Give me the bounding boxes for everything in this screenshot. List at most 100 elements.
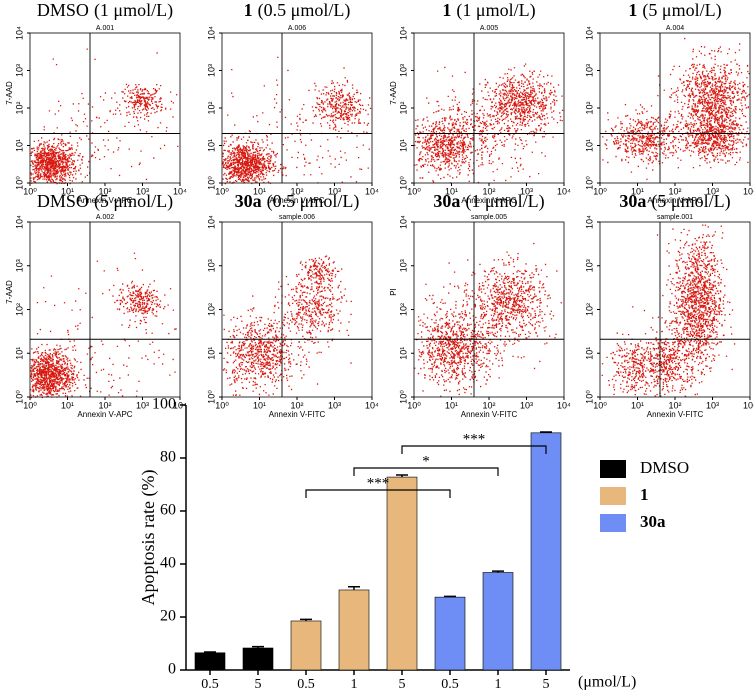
y-tick-label: 10⁰ [398, 176, 408, 190]
panel-compound: 30a [619, 191, 646, 211]
y-tick-label: 10⁰ [584, 176, 594, 190]
x-tick-label: 10⁴ [557, 400, 571, 410]
y-tick-label: 10⁴ [398, 215, 408, 229]
x-tick-label: 10⁰ [215, 400, 229, 410]
legend-label: DMSO [640, 458, 689, 477]
legend-swatch [600, 460, 626, 478]
legend-swatch [600, 514, 626, 532]
x-tick-label: 10² [668, 186, 681, 196]
error-bar [204, 651, 216, 653]
x-tick-label: 10⁴ [743, 186, 754, 196]
y-tick-label: 10³ [398, 64, 408, 77]
sample-id: A.004 [666, 25, 684, 32]
x-tick-label: 10² [668, 400, 681, 410]
y-tick-label: 10² [206, 101, 216, 114]
x-tick-label: 10⁴ [557, 186, 571, 196]
y-tick-label: 10³ [584, 64, 594, 77]
y-tick-label: 60 [160, 502, 176, 519]
x-axis-label: Annexin V-APC [647, 196, 702, 205]
x-tick-label: 10⁰ [407, 400, 421, 410]
error-bar [444, 595, 456, 598]
y-tick-label: 10¹ [206, 139, 216, 152]
dot-cloud [414, 63, 564, 184]
sample-id: sample.006 [279, 214, 315, 221]
bar [290, 620, 322, 671]
x-tick-label: 10⁰ [593, 400, 607, 410]
sample-id: sample.001 [657, 214, 693, 221]
x-axis-label: Annexin V-APC [269, 196, 324, 205]
y-tick-label: 10¹ [398, 347, 408, 360]
bar [194, 652, 226, 671]
x-tick-label: 5 [255, 677, 262, 692]
x-tick-label: 10¹ [61, 186, 74, 196]
x-tick-label: 10² [98, 400, 111, 410]
y-tick-label: 100 [152, 396, 176, 413]
bar [530, 432, 562, 671]
x-tick-label: 10² [482, 400, 495, 410]
x-axis-label: Annexin V-APC [77, 196, 132, 205]
y-tick-label: 20 [160, 608, 176, 625]
y-tick-label: 10² [398, 303, 408, 316]
x-tick-label: 10¹ [61, 400, 74, 410]
dot-cloud [222, 56, 372, 185]
x-axis-label: Annexin V-FITC [461, 410, 518, 419]
panel-compound: 1 [244, 0, 253, 20]
bar [242, 647, 274, 671]
bar [386, 476, 418, 671]
y-tick-label: 10⁰ [584, 390, 594, 404]
panel-compound: 30a [235, 191, 262, 211]
y-tick-label: 10⁴ [14, 215, 24, 229]
y-axis-label: 7-AAD [5, 81, 14, 105]
x-tick-label: 10³ [328, 186, 341, 196]
x-tick-label: 10¹ [445, 400, 458, 410]
y-axis-label: PI [389, 288, 398, 296]
x-unit-label: (μmol/L) [578, 674, 636, 691]
error-bar [396, 474, 408, 478]
x-tick-label: 0.5 [441, 677, 459, 692]
panel-title: 30a (0.5 μmol/L) [235, 191, 360, 212]
y-axis-label: Apoptosis rate (%) [138, 470, 159, 606]
sample-id: A.001 [96, 25, 114, 32]
y-tick-label: 10¹ [398, 139, 408, 152]
y-tick-label: 10⁴ [584, 26, 594, 40]
y-tick-label: 10² [206, 303, 216, 316]
dot-cloud [602, 37, 750, 180]
plot-frame [29, 221, 181, 398]
y-tick-label: 10⁰ [206, 390, 216, 404]
bar [434, 596, 466, 671]
x-tick-label: 1 [495, 677, 502, 692]
y-tick-label: 10⁰ [206, 176, 216, 190]
x-tick-label: 10³ [520, 400, 533, 410]
panel-dose: (5 μmol/L) [651, 191, 730, 212]
panel-compound: 1 [442, 0, 451, 20]
panel-compound: 1 [628, 0, 637, 20]
x-tick-label: 10² [98, 186, 111, 196]
x-tick-label: 10⁴ [173, 186, 187, 196]
x-tick-label: 10² [482, 186, 495, 196]
x-tick-label: 10⁰ [23, 186, 37, 196]
y-tick-label: 10³ [206, 259, 216, 272]
panel-dose: (1 μmol/L) [456, 0, 535, 21]
legend-swatch [600, 487, 626, 505]
y-axis-label: 7-AAD [389, 81, 398, 105]
panel-title: 30a (5 μmol/L) [619, 191, 730, 212]
x-tick-label: 10³ [706, 400, 719, 410]
y-tick-label: 10⁰ [398, 390, 408, 404]
panel-dose: (1 μmol/L) [94, 0, 173, 21]
plot-frame [599, 221, 751, 398]
x-tick-label: 10⁰ [593, 186, 607, 196]
x-tick-label: 10⁰ [23, 400, 37, 410]
y-tick-label: 10³ [584, 259, 594, 272]
y-tick-label: 10⁴ [584, 215, 594, 229]
x-tick-label: 10³ [520, 186, 533, 196]
dot-cloud [30, 48, 179, 185]
x-tick-label: 10⁴ [743, 400, 754, 410]
y-tick-label: 10³ [14, 259, 24, 272]
x-tick-label: 0.5 [297, 677, 315, 692]
x-tick-label: 10³ [328, 400, 341, 410]
panel-title: 1 (1 μmol/L) [442, 0, 535, 21]
significance-label: *** [367, 475, 390, 491]
x-tick-label: 10³ [706, 186, 719, 196]
x-tick-label: 10¹ [631, 400, 644, 410]
sample-id: A.002 [96, 214, 114, 221]
